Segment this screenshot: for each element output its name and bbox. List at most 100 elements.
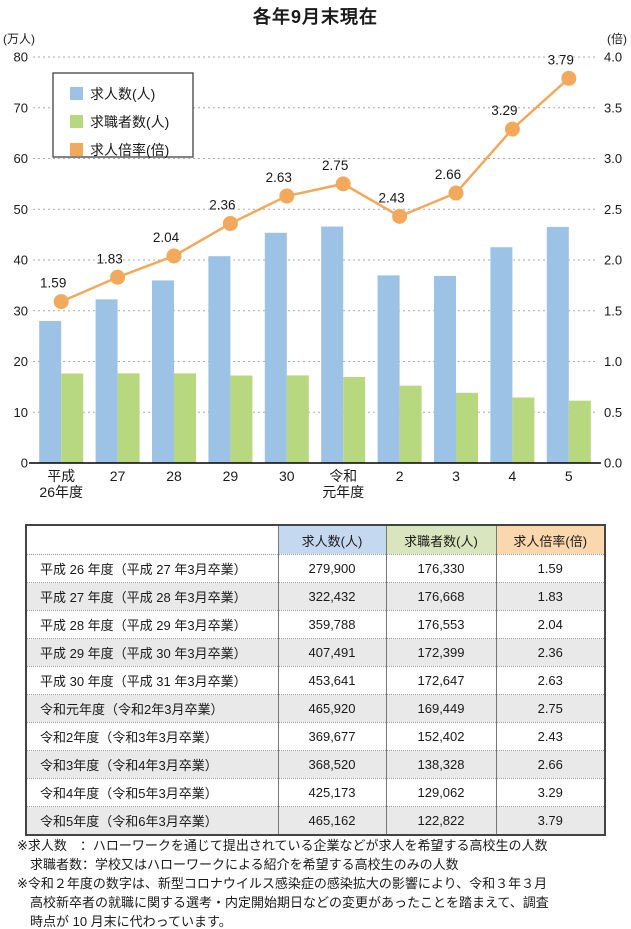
table-cell-value: 465,162 [277,806,387,836]
table-row: 令和3年度（令和4年3月卒業） 368,520 138,328 2.66 [25,750,606,779]
x-tick-label: 4 [509,468,517,484]
left-axis-tick-label: 50 [14,202,28,217]
table-cell-value: 279,900 [277,554,387,583]
left-axis-tick-label: 30 [14,303,28,318]
footnote-line: 求職者数：学校又はハローワークによる紹介を希望する高校生のみの人数 [17,857,459,872]
table-cell-year: 平成 28 年度（平成 29 年3月卒業） [25,610,279,639]
x-tick-label: 27 [110,468,126,484]
table-cell-year: 平成 26 年度（平成 27 年3月卒業） [25,554,279,583]
left-axis-tick-label: 20 [14,354,28,369]
legend-swatch [70,87,83,100]
table-cell-value: 425,173 [277,778,387,807]
right-axis-unit-label: (倍) [607,31,627,46]
table-cell-value: 176,668 [385,582,497,611]
ratio-data-label: 2.63 [266,170,292,185]
ratio-data-point [53,294,69,310]
table-row: 平成 27 年度（平成 28 年3月卒業） 322,432 176,668 1.83 [25,582,606,611]
legend-item-label: 求職者数(人) [90,114,169,130]
table-cell-value: 1.83 [495,582,606,611]
x-tick-label: 元年度 [322,484,364,500]
bar-openings [152,280,174,463]
table-cell-value: 407,491 [277,638,387,667]
legend-item-label: 求人数(人) [90,86,155,102]
table-cell-value: 176,330 [385,554,497,583]
bar-openings [546,226,569,463]
table-cell-year: 令和元年度（令和2年3月卒業） [25,694,279,723]
right-axis-tick-label: 2.0 [604,253,622,268]
bar-openings [321,226,344,463]
x-tick-label: 26年度 [39,484,83,500]
table-cell-year: 平成 30 年度（平成 31 年3月卒業） [25,666,279,695]
left-axis-tick-label: 10 [14,405,28,420]
table-row: 令和5年度（令和6年3月卒業） 465,162 122,822 3.79 [25,806,606,836]
table-cell-year: 令和4年度（令和5年3月卒業） [25,778,279,807]
ratio-data-point [504,121,520,137]
table-cell-value: 2.36 [495,638,606,667]
ratio-data-label: 1.59 [40,276,66,291]
table-cell-value: 369,677 [277,722,387,751]
left-axis-tick-label: 70 [14,100,28,115]
table-cell-value: 3.79 [495,806,606,836]
ratio-data-point [110,269,126,285]
left-axis-tick-label: 60 [14,151,28,166]
table-cell-value: 152,402 [385,722,497,751]
table-row: 平成 26 年度（平成 27 年3月卒業） 279,900 176,330 1.59 [25,554,606,583]
table-cell-value: 2.75 [495,694,606,723]
right-axis-tick-label: 2.5 [604,202,622,217]
bar-seekers [286,375,309,463]
table-cell-value: 453,641 [277,666,387,695]
table-cell-value: 368,520 [277,750,387,779]
table-cell-year: 平成 29 年度（平成 30 年3月卒業） [25,638,279,667]
table-row: 平成 30 年度（平成 31 年3月卒業） 453,641 172,647 2.63 [25,666,606,695]
table-cell-value: 2.04 [495,610,606,639]
table-row: 平成 28 年度（平成 29 年3月卒業） 359,788 176,553 2.04 [25,610,606,639]
right-axis-tick-label: 3.0 [604,151,622,166]
table-row: 平成 29 年度（平成 30 年3月卒業） 407,491 172,399 2.36 [25,638,606,667]
data-table: 求人数(人) 求職者数(人) 求人倍率(倍) 平成 26 年度（平成 27 年3月卒… [25,524,606,836]
bar-seekers [230,375,253,463]
left-axis-tick-label: 40 [14,253,28,268]
x-tick-label: 28 [166,468,182,484]
table-cell-value: 3.29 [495,778,606,807]
table-cell-year: 令和2年度（令和3年3月卒業） [25,722,279,751]
left-axis-tick-label: 80 [14,50,28,65]
ratio-data-label: 1.83 [96,251,122,266]
table-header-col2: 求職者数(人) [385,524,497,555]
ratio-data-label: 2.43 [378,190,404,205]
table-cell-value: 1.59 [495,554,606,583]
bar-seekers [117,373,140,463]
ratio-data-label: 2.75 [322,158,348,173]
table-cell-value: 129,062 [385,778,497,807]
ratio-data-label: 3.29 [491,103,517,118]
table-cell-value: 176,553 [385,610,497,639]
bar-seekers [568,400,591,463]
bar-seekers [343,377,366,463]
footnotes: ※求人数 ：ハローワークを通じて提出されている企業などが求人を希望する高校生の人… [17,836,619,929]
ratio-data-label: 2.36 [209,197,235,212]
table-cell-value: 172,647 [385,666,497,695]
legend-swatch [70,115,83,128]
footnote-line: 時点が 10 月末に代わっています。 [17,914,232,929]
ratio-data-point [335,176,351,192]
footnote-line: ※令和２年度の数字は、新型コロナウイルス感染症の感染拡大の影響により、令和３年３… [17,876,548,891]
table-header-row: 求人数(人) 求職者数(人) 求人倍率(倍) [25,524,606,555]
x-tick-label: 30 [279,468,295,484]
ratio-data-point [222,215,238,231]
ratio-data-point [392,208,408,224]
bar-openings [95,299,118,463]
right-axis-tick-label: 1.0 [604,354,622,369]
bar-openings [39,320,62,463]
left-axis-tick-label: 0 [21,456,28,471]
table-row: 令和元年度（令和2年3月卒業） 465,920 169,449 2.75 [25,694,606,723]
table-cell-value: 322,432 [277,582,387,611]
legend-swatch [70,143,83,156]
ratio-data-point [279,188,295,204]
table-cell-value: 2.63 [495,666,606,695]
ratio-data-label: 2.04 [153,230,180,245]
legend-item-label: 求人倍率(倍) [90,142,169,158]
footnote-line: 高校新卒者の就職に関する選考・内定開始期日などの変更があったことを踏まえて、調査 [17,895,549,910]
x-tick-label: 平成 [47,468,75,484]
table-cell-year: 令和3年度（令和4年3月卒業） [25,750,279,779]
x-tick-label: 3 [452,468,460,484]
ratio-data-label: 3.79 [548,52,574,67]
